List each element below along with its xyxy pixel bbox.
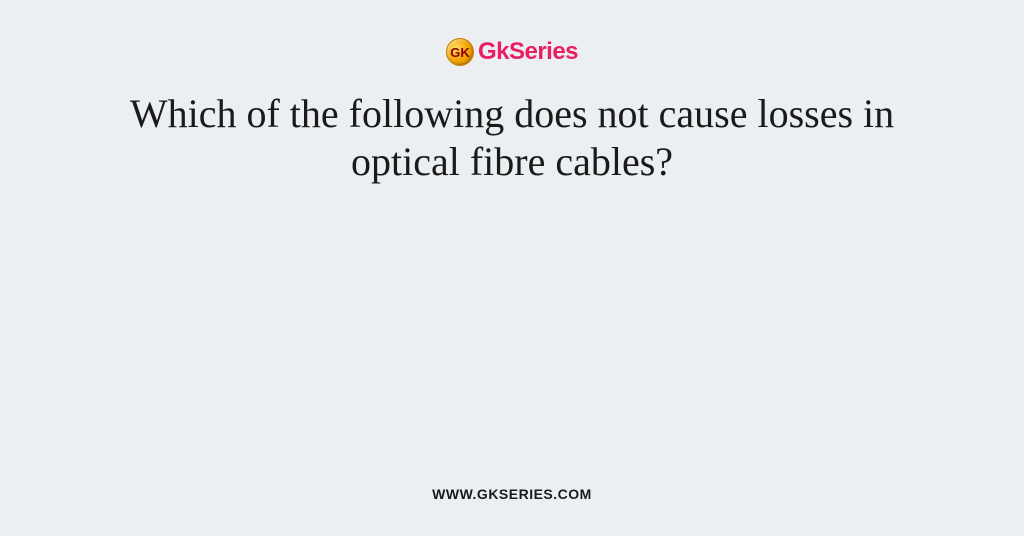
question-text: Which of the following does not cause lo… <box>72 90 952 186</box>
logo-badge: GK <box>446 38 474 66</box>
logo-container: GK GkSeries <box>446 38 578 66</box>
logo-text: GkSeries <box>478 38 578 66</box>
logo-badge-text: GK <box>450 45 470 60</box>
logo-prefix: Gk <box>478 38 509 65</box>
footer-url: WWW.GKSERIES.COM <box>432 486 592 502</box>
logo-suffix: Series <box>509 38 578 65</box>
